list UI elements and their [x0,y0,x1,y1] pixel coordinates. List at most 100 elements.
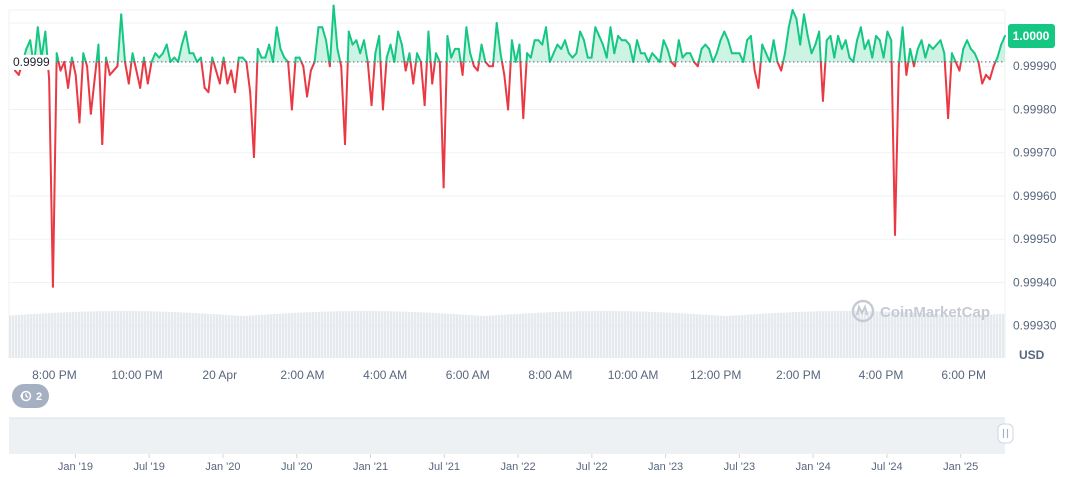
history-icon [20,390,32,402]
volume-bar [18,314,21,358]
up-line-segment [973,52,980,63]
volume-bar [48,313,51,358]
up-line-segment [924,43,931,59]
volume-bar [717,315,720,358]
up-line-segment [385,43,392,59]
volume-bar [297,312,300,358]
up-line-segment [677,39,684,59]
down-line-segment [905,60,910,76]
volume-bar [393,311,396,358]
up-line-segment [116,13,123,63]
up-line-segment [799,13,805,46]
up-area-segment [181,31,186,62]
volume-bar [636,311,639,358]
down-line-segment [287,60,293,111]
currency-label: USD [1019,348,1045,362]
volume-bar [642,311,645,358]
down-line-segment [245,60,252,94]
volume-bar [453,314,456,358]
up-line-segment [727,39,733,55]
up-area-segment [599,35,603,62]
up-line-segment [150,52,157,63]
up-area-segment [455,48,459,62]
volume-bar [240,315,243,358]
volume-bar [423,312,426,358]
down-line-segment [67,60,73,89]
navigator-handle[interactable] [997,423,1014,444]
y-tick-label: 0.99950 [1013,232,1057,246]
volume-bar [258,314,261,358]
up-line-segment [97,43,101,63]
volume-bar [87,311,90,358]
volume-bar [66,312,69,358]
down-line-segment [438,60,445,189]
volume-bar [765,313,768,358]
volume-bar [102,311,105,358]
volume-bar [924,313,927,358]
up-line-segment [806,34,813,55]
x-tick-label: 2:00 AM [280,368,324,382]
x-tick-label: 4:00 PM [859,368,904,382]
navigator-axis: Jan '19 Jul '19 Jan '20 Jul '20 Jan '21 Jul '… [58,454,978,473]
volume-bar [204,313,207,358]
volume-bar [246,315,249,358]
up-area-segment [864,40,869,62]
history-badge[interactable]: 2 [12,384,49,408]
x-tick-label: 6:00 PM [941,368,986,382]
reference-price-label: 0.9999 [9,54,55,70]
down-line-segment [442,60,448,189]
navigator-range[interactable] [9,418,1005,454]
volume-bar [309,312,312,358]
volume-bar [357,311,360,358]
up-line-segment [416,52,422,63]
up-area-segment [663,40,668,62]
up-line-segment [495,21,502,55]
volume-bar [477,315,480,358]
up-line-segment [759,43,764,63]
time-navigator[interactable]: Jan '19 Jul '19 Jan '20 Jul '20 Jan '21 Jul '… [9,417,1014,473]
down-line-segment [71,60,77,76]
volume-bar [420,312,423,358]
down-line-segment [522,60,528,120]
volume-bar [372,311,375,358]
volume-bar [93,311,96,358]
volume-bar [861,311,864,358]
down-line-segment [344,60,349,146]
up-line-segment [165,43,172,63]
volume-bar [648,311,651,358]
volume-bar [414,312,417,358]
down-line-segment [230,69,236,94]
up-line-segment [647,52,654,63]
up-area-segment [625,40,630,62]
volume-bar [168,311,171,358]
volume-bar [456,314,459,358]
down-line-segment [404,60,409,72]
up-line-segment [609,26,616,55]
up-line-segment [950,52,957,63]
up-area-segment [238,57,243,62]
volume-bar [201,313,204,358]
volume-bar [711,315,714,358]
volume-bar [891,311,894,358]
up-line-segment [400,43,406,63]
up-area-segment [803,14,808,62]
y-tick-label: 0.99960 [1013,189,1057,203]
volume-bar [909,312,912,358]
volume-bar [474,315,477,358]
up-area-segment [587,57,592,62]
volume-bar [324,311,327,358]
down-line-segment [212,60,218,72]
up-line-segment [782,52,786,63]
volume-bar [321,311,324,358]
up-area-segment [731,53,736,62]
volume-bar [429,312,432,358]
volume-bar [531,313,534,358]
up-line-segment [560,39,566,50]
volume-bar [366,311,369,358]
up-line-segment [177,43,183,63]
down-line-segment [146,60,153,85]
volume-bar [633,311,636,358]
volume-bar [333,311,336,358]
volume-bar [144,311,147,358]
